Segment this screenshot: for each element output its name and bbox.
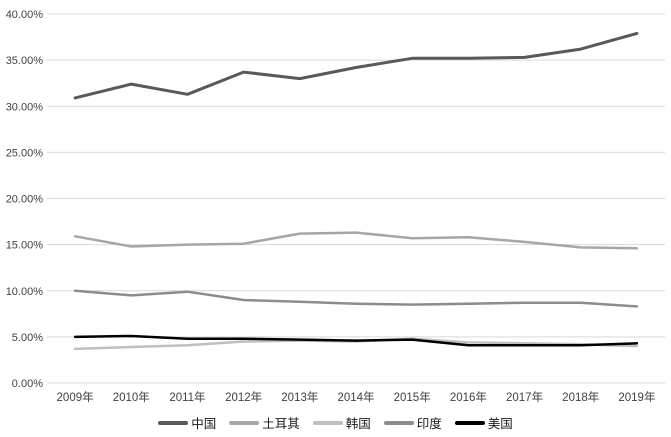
legend-label-usa: 美国 — [487, 417, 513, 431]
y-axis-tick-label: 0.00% — [12, 378, 43, 390]
legend-swatch-usa — [454, 420, 485, 425]
y-axis-tick-label: 10.00% — [6, 286, 44, 298]
y-axis-tick-label: 20.00% — [6, 194, 44, 206]
series-line-turkey — [73, 231, 639, 250]
legend-item-india: 印度 — [383, 413, 442, 432]
x-axis-tick-label: 2014年 — [337, 390, 374, 404]
legend-item-korea: 韩国 — [312, 413, 371, 432]
x-axis-tick-label: 2013年 — [281, 390, 318, 404]
legend-item-usa: 美国 — [454, 413, 513, 432]
x-axis-tick-label: 2017年 — [506, 390, 543, 404]
x-axis-tick-label: 2011年 — [169, 390, 205, 404]
legend-label-korea: 韩国 — [345, 417, 371, 431]
legend-label-india: 印度 — [416, 417, 442, 431]
legend-item-china: 中国 — [158, 413, 216, 432]
x-axis-tick-label: 2016年 — [450, 390, 487, 404]
legend-swatch-india — [383, 420, 414, 425]
x-axis-tick-label: 2018年 — [562, 390, 599, 404]
y-axis-tick-label: 30.00% — [6, 101, 44, 113]
legend-swatch-korea — [312, 420, 343, 425]
x-axis-tick-label: 2009年 — [57, 390, 94, 404]
chart-legend: 中国 土耳其 韩国 印度 美国 — [0, 413, 671, 432]
x-axis-tick-label: 2019年 — [618, 390, 655, 404]
y-axis-tick-label: 40.00% — [6, 9, 44, 21]
y-axis-tick-label: 25.00% — [6, 147, 44, 159]
x-axis-tick-label: 2012年 — [225, 390, 262, 404]
x-axis-tick-label: 2015年 — [394, 390, 431, 404]
legend-label-turkey: 土耳其 — [262, 417, 300, 431]
legend-swatch-china — [158, 420, 189, 425]
legend-label-china: 中国 — [191, 417, 217, 431]
series-line-china — [73, 31, 639, 100]
legend-item-turkey: 土耳其 — [229, 413, 300, 432]
legend-swatch-turkey — [229, 420, 260, 425]
y-axis-tick-label: 35.00% — [6, 55, 44, 67]
y-axis-tick-label: 5.00% — [12, 332, 43, 344]
series-line-india — [73, 289, 639, 308]
y-axis-tick-label: 15.00% — [6, 240, 44, 252]
series-line-usa — [73, 334, 639, 347]
x-axis-tick-label: 2010年 — [113, 390, 150, 404]
